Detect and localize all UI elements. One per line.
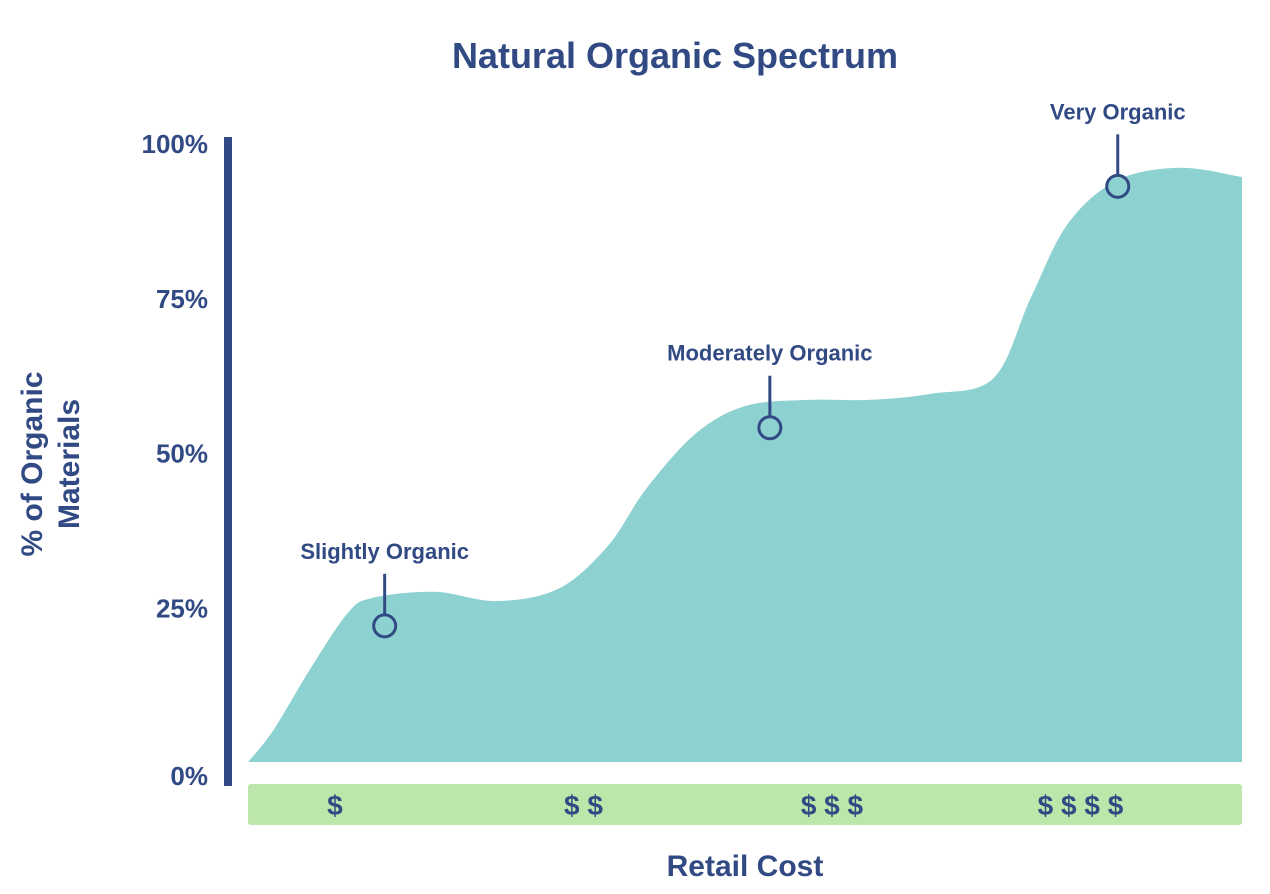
annotation-marker bbox=[372, 613, 398, 639]
annotation: Slightly Organic bbox=[300, 539, 469, 639]
retail-cost-band: $ $ $ $ $ $ $ $ $ $ bbox=[248, 784, 1242, 825]
y-axis-line bbox=[224, 137, 232, 786]
annotation-marker bbox=[757, 415, 783, 441]
annotation-label: Moderately Organic bbox=[667, 341, 872, 366]
y-axis-label: % of Organic Materials bbox=[16, 371, 86, 556]
chart-title: Natural Organic Spectrum bbox=[452, 35, 898, 76]
cost-category-label: $ $ $ $ bbox=[1038, 790, 1124, 821]
y-tick-label: 75% bbox=[156, 284, 208, 314]
annotation-marker bbox=[1105, 173, 1131, 199]
x-axis-label: Retail Cost bbox=[667, 850, 824, 883]
cost-category-label: $ bbox=[327, 790, 343, 821]
annotation: Very Organic bbox=[1050, 99, 1186, 199]
y-tick-label: 0% bbox=[170, 761, 208, 791]
annotation-label: Very Organic bbox=[1050, 99, 1186, 124]
organic-area bbox=[248, 167, 1242, 763]
y-tick-label: 50% bbox=[156, 439, 208, 469]
y-axis-label-line-2: Materials bbox=[53, 399, 86, 529]
cost-category-label: $ $ $ bbox=[801, 790, 864, 821]
annotation: Moderately Organic bbox=[667, 341, 873, 441]
y-tick-label: 100% bbox=[142, 129, 209, 159]
annotation-label: Slightly Organic bbox=[300, 539, 469, 564]
annotations: Slightly Organic Moderately Organic Very O… bbox=[300, 99, 1186, 639]
area-layer bbox=[248, 167, 1242, 763]
y-tick-labels: 0% 25% 50% 75% 100% bbox=[142, 129, 209, 791]
y-axis-label-line-1: % of Organic bbox=[16, 371, 49, 556]
cost-category-label: $ $ bbox=[564, 790, 603, 821]
y-tick-label: 25% bbox=[156, 593, 208, 623]
cost-band-background bbox=[248, 784, 1242, 825]
